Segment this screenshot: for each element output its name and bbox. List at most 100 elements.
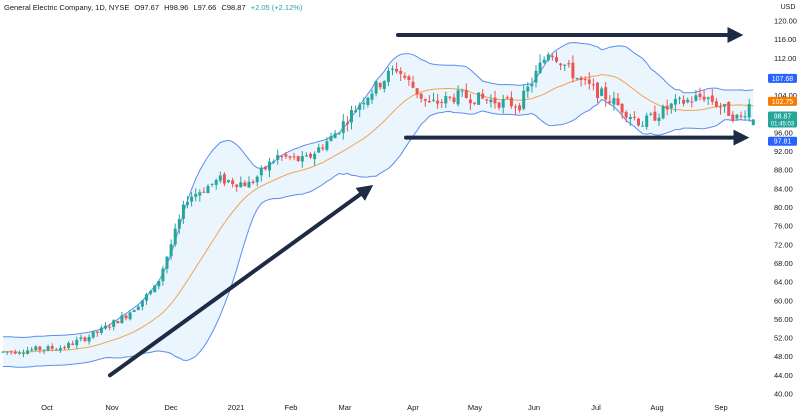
bar-countdown: 01:45:03 (771, 122, 795, 128)
candle (661, 104, 665, 120)
candle (530, 77, 534, 93)
candle (9, 350, 13, 355)
candle (345, 116, 349, 132)
candle (473, 102, 476, 106)
candle (300, 150, 304, 168)
candle (505, 95, 509, 100)
candle (710, 89, 714, 106)
candle (198, 189, 202, 202)
y-tick-label: 60.00 (774, 296, 793, 305)
candle (731, 111, 735, 123)
candle (333, 130, 337, 139)
lower-band-badge-bg (768, 136, 797, 146)
candle (415, 88, 419, 99)
candle (255, 175, 259, 187)
candle (719, 102, 722, 115)
candle (559, 62, 563, 71)
candle (337, 132, 341, 136)
candle (481, 88, 485, 100)
candle (653, 105, 657, 122)
candle (587, 72, 591, 90)
candle (149, 289, 153, 296)
candle (366, 96, 370, 108)
candle (17, 350, 21, 355)
lower-band-badge: 97.81 (774, 139, 792, 146)
candle (694, 90, 698, 102)
candle (124, 314, 128, 321)
candle (218, 171, 222, 184)
ohlc-close: C98.87 (221, 3, 246, 12)
candle (99, 325, 103, 335)
candle (518, 103, 522, 113)
candle (108, 323, 112, 331)
candle (706, 96, 710, 105)
candle (641, 121, 645, 127)
candle (153, 285, 157, 293)
candle (329, 132, 333, 142)
candle (591, 78, 595, 91)
candle (116, 320, 120, 324)
candle (637, 117, 640, 127)
candle (243, 180, 247, 187)
x-tick-label: Apr (407, 403, 419, 412)
candle (616, 93, 620, 106)
candle (30, 346, 34, 352)
candle (50, 343, 54, 352)
candle (22, 349, 25, 358)
candle (391, 65, 394, 76)
y-tick-label: 80.00 (774, 203, 793, 212)
candle (669, 102, 673, 114)
candle (403, 72, 407, 80)
candle (304, 152, 308, 157)
candle (571, 55, 575, 83)
candle (112, 319, 116, 331)
candle (358, 102, 362, 118)
candle (75, 336, 79, 350)
candle (206, 184, 210, 194)
candle (673, 94, 677, 113)
x-tick-label: Jun (528, 403, 540, 412)
candle (702, 90, 706, 102)
candle (698, 87, 702, 101)
last-price-badge: 98.87 (774, 114, 792, 121)
candle (26, 346, 30, 355)
candle (436, 93, 440, 109)
candle (38, 345, 42, 354)
candle (280, 155, 284, 161)
x-tick-label: Aug (650, 403, 663, 412)
candle (309, 152, 312, 159)
candle (440, 99, 444, 109)
candle (460, 88, 464, 97)
candle (612, 91, 616, 111)
candle (723, 103, 727, 113)
candle (292, 152, 296, 161)
candle (456, 85, 460, 107)
candle (288, 155, 292, 161)
candle (13, 349, 17, 355)
candle (452, 93, 456, 105)
candle (263, 166, 267, 171)
x-tick-label: Feb (285, 403, 298, 412)
candle (665, 99, 669, 116)
candle (325, 137, 329, 152)
candle (181, 200, 185, 224)
candle (575, 77, 579, 81)
candle (546, 52, 550, 62)
candle (169, 239, 173, 260)
candle (190, 192, 194, 207)
candle (313, 151, 317, 166)
price-change: +2.05 (+2.12%) (250, 3, 303, 12)
candle (374, 80, 378, 97)
candle (743, 110, 747, 121)
candle (341, 114, 345, 140)
candle (579, 76, 583, 87)
candle (247, 176, 251, 188)
candle (34, 344, 38, 352)
candle (567, 59, 571, 68)
y-tick-label: 68.00 (774, 259, 793, 268)
candle (186, 196, 189, 209)
y-tick-label: 116.00 (774, 35, 796, 44)
candle (714, 97, 718, 108)
